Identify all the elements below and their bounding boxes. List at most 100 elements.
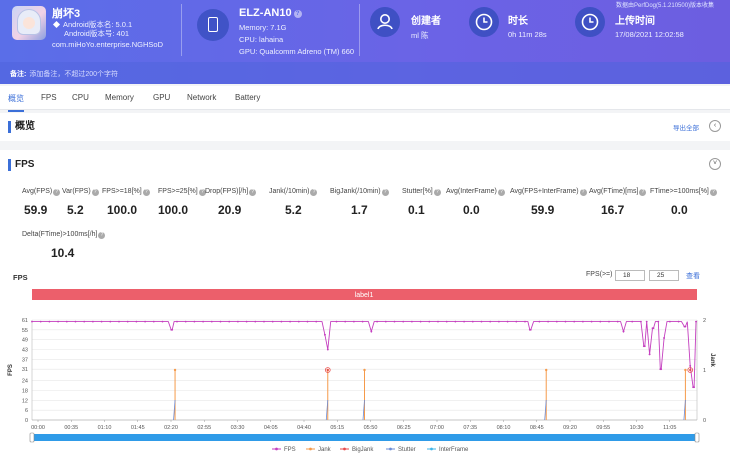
legend-marker <box>389 447 392 451</box>
x-tick-label: 10:30 <box>630 425 644 431</box>
fps-point <box>693 386 695 389</box>
fps-point <box>376 320 378 323</box>
fps-point <box>555 320 558 323</box>
stutter-spike <box>544 399 547 421</box>
fps-point <box>411 320 413 323</box>
header-divider <box>181 4 182 56</box>
fps-point <box>684 325 687 328</box>
fps-point <box>100 320 103 323</box>
fps-point <box>31 320 33 323</box>
fps-point <box>315 320 318 323</box>
y-right-tick-label: 0 <box>703 418 706 424</box>
y-right-tick-label: 2 <box>703 318 706 324</box>
tab-battery[interactable]: Battery <box>235 93 261 102</box>
metric-label: Avg(FTime)[ms]? <box>589 188 647 196</box>
upload-time-label: 上传时间 <box>615 16 655 27</box>
fps-threshold-label: FPS(>=) <box>586 271 613 278</box>
fps-point <box>622 330 625 333</box>
metric-label: BigJank(/10min)? <box>330 188 389 196</box>
y-tick-label: 6 <box>25 408 28 414</box>
legend-item[interactable]: FPS <box>284 447 296 453</box>
tab-network[interactable]: Network <box>187 93 217 102</box>
fps-point <box>402 320 405 323</box>
tab-fps[interactable]: FPS <box>41 93 57 102</box>
fps-point <box>335 320 338 323</box>
chevron-down-icon[interactable]: ˅ <box>709 158 721 170</box>
export-all-link[interactable]: 导出全部 <box>673 125 699 132</box>
device-gpu: GPU: Qualcomm Adreno (TM) 660 <box>239 47 355 56</box>
user-icon <box>370 7 400 37</box>
x-tick-label: 04:40 <box>297 425 311 431</box>
legend-item[interactable]: Jank <box>318 447 332 453</box>
tab-memory[interactable]: Memory <box>105 93 134 102</box>
fps-point <box>547 320 549 323</box>
y-right-tick-label: 1 <box>703 368 706 374</box>
creator-value: ml 陈 <box>411 31 429 40</box>
metric-label: Avg(FPS)? <box>22 188 61 196</box>
tab-overview[interactable]: 概览 <box>8 94 24 112</box>
fps-point <box>126 320 129 323</box>
help-icon: ? <box>142 189 150 196</box>
fps-chart[interactable]: label106121824313743495561012FPSJank00:0… <box>0 150 730 453</box>
remark-input[interactable]: 添加备注，不超过200个字符 <box>29 71 119 78</box>
legend-marker <box>309 447 312 451</box>
fps-point <box>83 320 86 323</box>
stutter-spike <box>683 399 686 421</box>
fps-point <box>645 320 648 323</box>
stutter-spike <box>173 399 176 421</box>
fps-point <box>669 320 671 323</box>
legend-item[interactable]: BigJank <box>352 447 374 453</box>
fps-threshold-input-2[interactable] <box>649 270 679 281</box>
header-divider <box>359 4 360 56</box>
fps-point <box>489 320 492 323</box>
fps-point <box>237 320 239 323</box>
fps-point <box>57 320 59 323</box>
metric-label: Var(FPS)? <box>62 188 99 196</box>
metric-label: Avg(InterFrame)? <box>446 188 505 196</box>
bigjank-marker <box>324 367 331 373</box>
fps-point <box>184 320 187 323</box>
legend-item[interactable]: Stutter <box>398 447 416 453</box>
metric-value: 100.0 <box>158 203 189 217</box>
fps-point <box>171 328 174 331</box>
help-icon: ? <box>579 189 587 196</box>
fps-point <box>65 320 68 323</box>
metric-label: Drop(FPS)[/h]? <box>205 188 257 196</box>
upload-time-value: 17/08/2021 12:02:58 <box>615 30 684 39</box>
help-icon: ? <box>381 189 389 196</box>
slider-handle-right[interactable] <box>694 432 700 443</box>
report-header: 崩坏3 Android版本名: 5.0.1 Android版本号: 401 co… <box>0 0 730 84</box>
fps-point <box>538 320 541 323</box>
x-tick-label: 07:35 <box>463 425 477 431</box>
fps-point <box>590 320 593 323</box>
tool-version-info: 数据由PerfDog(5.1.210500)版本收集 <box>616 3 715 9</box>
bigjank-point <box>689 368 692 372</box>
fps-point <box>353 320 355 323</box>
x-tick-label: 00:00 <box>31 425 45 431</box>
y-right-axis-title: Jank <box>709 353 715 367</box>
package-name: com.miHoYo.enterprise.NGHSoD <box>52 40 164 49</box>
slider-handle-left[interactable] <box>29 432 35 443</box>
tab-gpu[interactable]: GPU <box>153 93 171 102</box>
tab-cpu[interactable]: CPU <box>72 93 89 102</box>
legend-item[interactable]: InterFrame <box>439 447 469 453</box>
collapse-left-icon[interactable]: ‹ <box>709 120 721 132</box>
fps-point <box>135 320 138 323</box>
android-version-name: Android版本名: 5.0.1 <box>52 19 132 30</box>
metric-value: 5.2 <box>67 203 84 217</box>
fps-point <box>428 320 431 323</box>
fps-point <box>480 320 483 323</box>
time-range-slider[interactable] <box>32 434 697 441</box>
fps-point <box>652 327 655 330</box>
fps-point <box>152 320 155 323</box>
help-icon[interactable]: ? <box>293 10 302 18</box>
fps-point <box>370 330 373 333</box>
fps-threshold-input-1[interactable] <box>615 270 645 281</box>
fps-point <box>524 320 526 323</box>
y-tick-label: 18 <box>22 388 28 394</box>
metric-label: FPS>=18[%]? <box>102 188 150 196</box>
query-link[interactable]: 查看 <box>686 273 700 280</box>
metric-value: 59.9 <box>531 203 555 217</box>
remark-bar[interactable]: 备注: 添加备注，不超过200个字符 <box>0 62 730 84</box>
fps-point <box>660 368 663 371</box>
